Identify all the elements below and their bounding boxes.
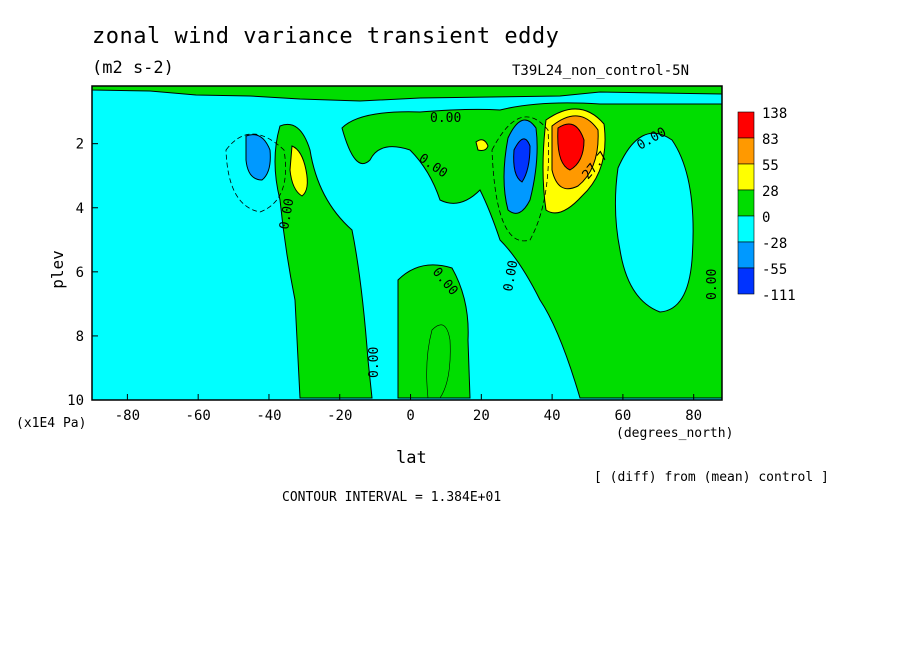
colorbar-swatch <box>737 241 755 269</box>
contour-field <box>92 86 722 400</box>
colorbar-swatch <box>737 163 755 191</box>
y-axis: 2 4 6 8 10 <box>67 137 98 409</box>
contour-label: 0.00 <box>501 259 521 292</box>
field-south-negative <box>245 134 271 181</box>
colorbar-label: 138 <box>762 106 787 122</box>
contour-negative-north <box>491 116 549 242</box>
x-tick-label: -80 <box>115 408 140 424</box>
colorbar-label: -111 <box>762 288 796 304</box>
plot-frame <box>91 85 723 401</box>
contour-interval: CONTOUR INTERVAL = 1.384E+01 <box>282 490 502 505</box>
colorbar-label: -28 <box>762 236 787 252</box>
y-tick-label: 2 <box>76 137 84 153</box>
y-tick-label: 10 <box>67 393 84 409</box>
colorbar: 138 83 55 28 0 -28 -55 -111 <box>737 106 796 304</box>
colorbar-label: -55 <box>762 262 787 278</box>
colorbar-label: 28 <box>762 184 779 200</box>
colorbar-swatch <box>737 267 755 295</box>
x-tick-label: 40 <box>544 408 561 424</box>
field-central-positive <box>397 264 471 399</box>
colorbar-swatch <box>737 137 755 165</box>
x-tick-label: 0 <box>406 408 414 424</box>
colorbar-label: 0 <box>762 210 770 226</box>
y-axis-unit: (x1E4 Pa) <box>16 416 87 431</box>
contour-label: 0.00 <box>705 269 720 300</box>
run-name: T39L24_non_control-5N <box>512 63 690 79</box>
field-north-negative-hole <box>614 132 694 313</box>
colorbar-swatch <box>737 111 755 139</box>
colorbar-label: 55 <box>762 158 779 174</box>
contour-label: 0.00 <box>430 111 461 126</box>
units-label: (m2 s-2) <box>92 58 174 78</box>
chart-title: zonal wind variance transient eddy <box>92 24 560 49</box>
field-max-83 <box>557 123 585 171</box>
x-tick-label: 80 <box>685 408 702 424</box>
x-tick-label: -20 <box>327 408 352 424</box>
colorbar-label: 83 <box>762 132 779 148</box>
x-axis-label: lat <box>396 448 427 468</box>
x-tick-label: 60 <box>614 408 631 424</box>
contour-positive-central <box>426 324 451 399</box>
x-axis: -80 -60 -40 -20 0 20 40 60 80 <box>115 394 702 424</box>
y-tick-label: 6 <box>76 265 84 281</box>
y-tick-label: 8 <box>76 329 84 345</box>
x-axis-unit: (degrees_north) <box>616 426 734 441</box>
x-tick-label: 20 <box>473 408 490 424</box>
field-north-negative-core <box>513 138 531 183</box>
colorbar-swatch <box>737 189 755 217</box>
diff-note: [ (diff) from (mean) control ] <box>594 470 829 485</box>
x-tick-label: -40 <box>256 408 281 424</box>
contour-label: 0.00 <box>277 197 297 230</box>
contour-label: 0.00 <box>367 347 382 378</box>
field-south-positive-core <box>289 145 308 197</box>
x-tick-label: -60 <box>186 408 211 424</box>
y-tick-label: 4 <box>76 201 84 217</box>
contour-negative-south <box>225 133 286 213</box>
colorbar-swatch <box>737 215 755 243</box>
field-top-positive <box>92 86 722 102</box>
field-small-positive <box>475 139 489 151</box>
